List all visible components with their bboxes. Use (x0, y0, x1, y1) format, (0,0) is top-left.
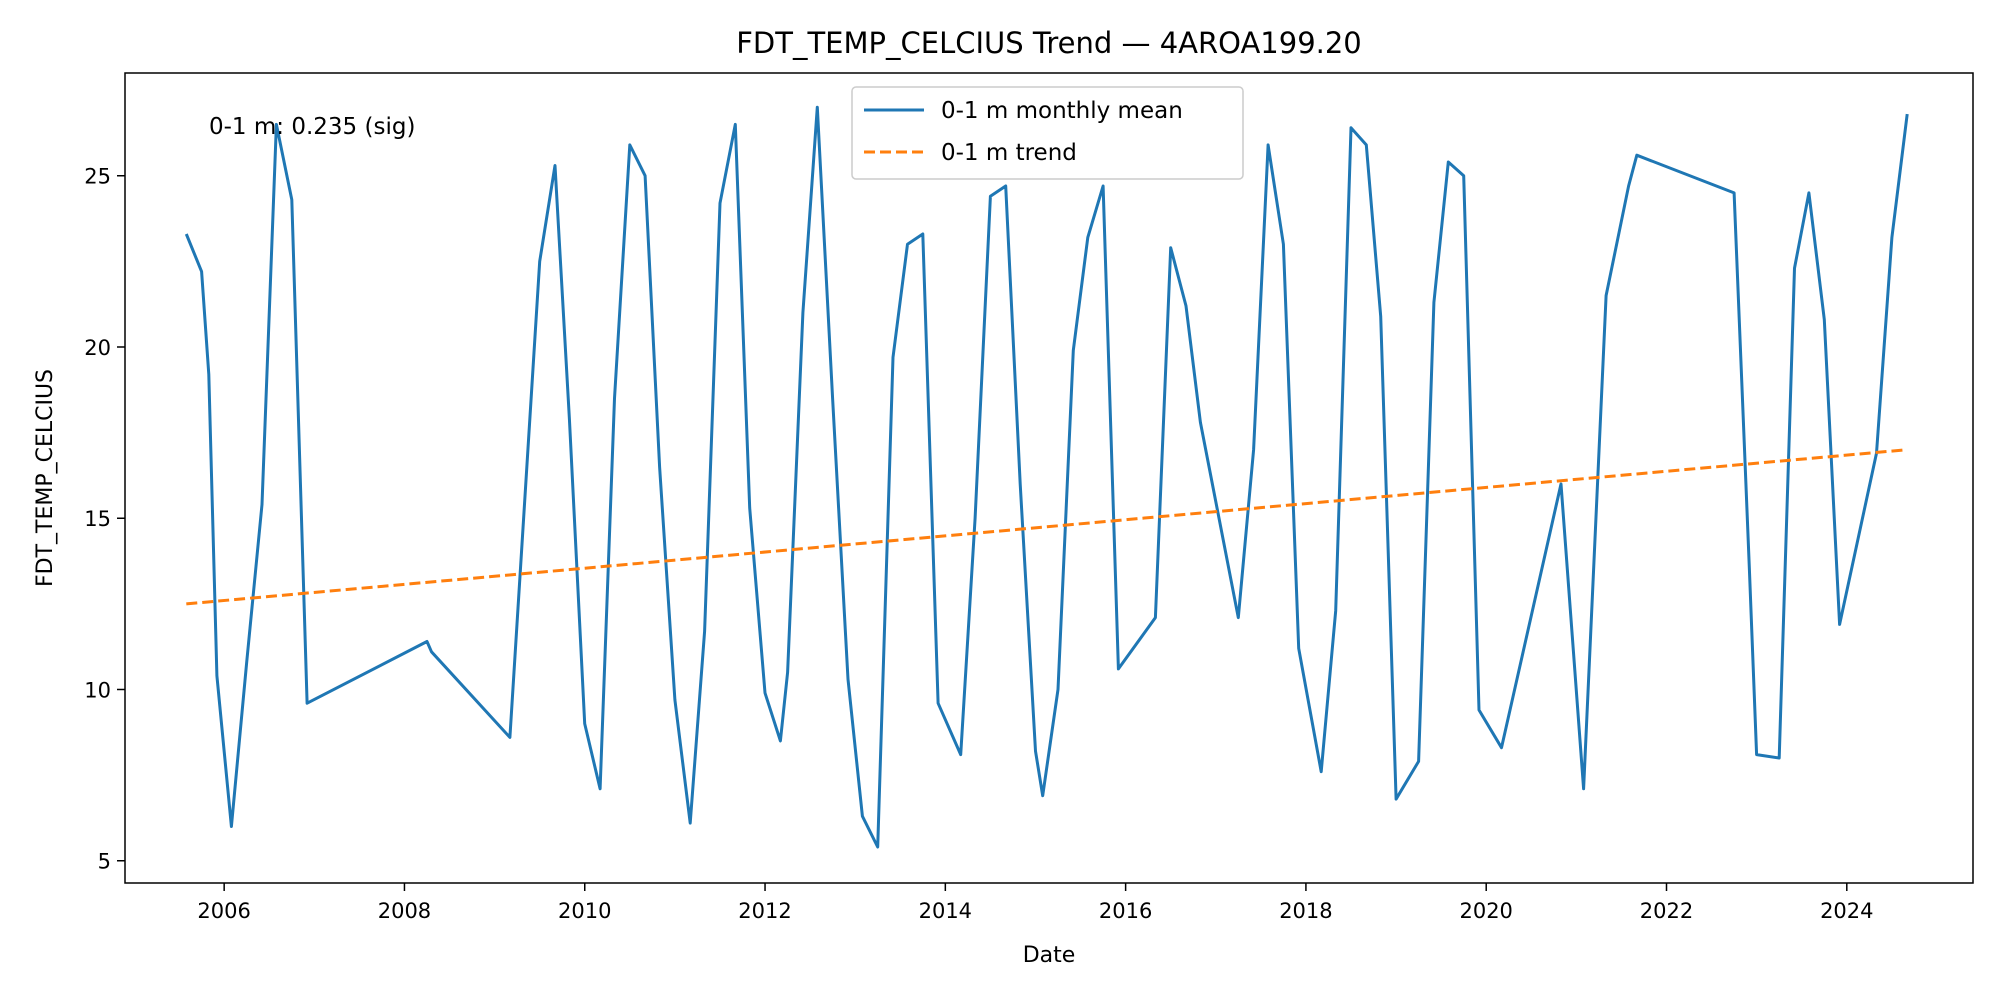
legend: 0-1 m monthly mean 0-1 m trend (851, 86, 1244, 180)
legend-box (851, 86, 1244, 180)
plot-frame (124, 72, 1974, 884)
x-tick-label: 2010 (558, 899, 611, 923)
plot-lines (184, 105, 1909, 849)
x-tick-label: 2024 (1820, 899, 1873, 923)
series-line-trend (186, 448, 1908, 606)
y-tick-label: 25 (84, 165, 111, 189)
y-axis: 5 10 15 20 25 (84, 165, 125, 874)
x-tick-label: 2012 (738, 899, 791, 923)
y-tick-label: 15 (84, 507, 111, 531)
x-tick-label: 2006 (197, 899, 250, 923)
trend-annotation: 0-1 m: 0.235 (sig) (209, 114, 415, 140)
y-axis-label: FDT_TEMP_CELCIUS (33, 369, 58, 587)
x-tick-label: 2022 (1640, 899, 1693, 923)
x-tick-label: 2016 (1099, 899, 1152, 923)
x-axis: 2006 2008 2010 2012 2014 2016 2018 2020 2022 2024 (197, 883, 1874, 923)
x-tick-label: 2018 (1279, 899, 1332, 923)
legend-label-monthly-mean: 0-1 m monthly mean (941, 98, 1183, 124)
x-tick-label: 2020 (1459, 899, 1512, 923)
legend-label-trend: 0-1 m trend (941, 140, 1077, 166)
x-tick-label: 2008 (378, 899, 431, 923)
y-tick-label: 10 (84, 678, 111, 702)
y-tick-label: 5 (98, 850, 111, 874)
x-axis-label: Date (1023, 943, 1076, 968)
y-tick-label: 20 (84, 336, 111, 360)
chart-title: FDT_TEMP_CELCIUS Trend — 4AROA199.20 (736, 26, 1362, 60)
x-tick-label: 2014 (919, 899, 972, 923)
series-line-monthly-mean (184, 105, 1909, 849)
